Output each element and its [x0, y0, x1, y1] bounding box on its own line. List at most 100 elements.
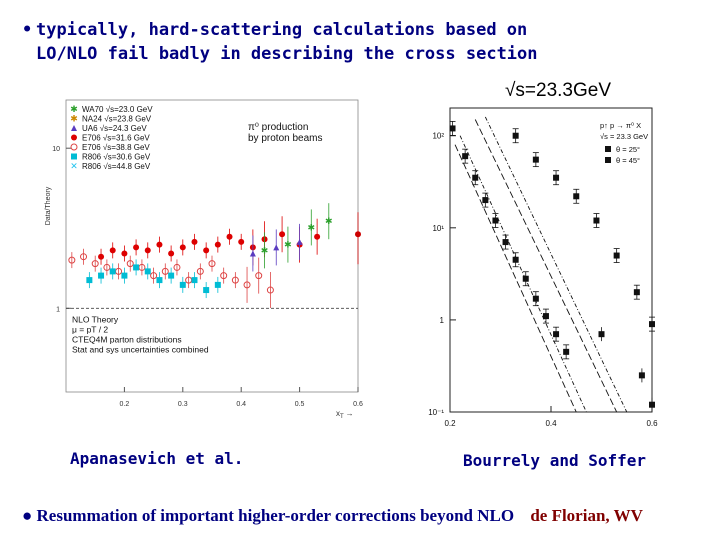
- left-data-point: [196, 267, 204, 275]
- right-legend-header: √s = 23.3 GeV: [600, 132, 648, 141]
- right-data-point: [563, 348, 570, 355]
- left-x-tick-label: 0.5: [295, 401, 305, 408]
- left-data-point: [203, 247, 210, 254]
- bottom-credit: de Florian, WV: [530, 506, 643, 525]
- right-x-tick-label: 0.2: [444, 419, 456, 428]
- right-y-tick-label: 10¹: [432, 224, 444, 233]
- right-data-point: [633, 289, 640, 296]
- right-theory-curve: [459, 135, 587, 413]
- left-data-point: [109, 247, 116, 254]
- bullet-dot: •: [22, 20, 33, 40]
- left-x-tick-label: 0.2: [120, 401, 130, 408]
- right-x-tick-label: 0.4: [545, 419, 557, 428]
- right-data-point: [598, 331, 605, 338]
- left-x-axis-sub: T: [340, 414, 344, 420]
- left-side-point: [355, 231, 361, 238]
- right-data-point: [532, 156, 539, 163]
- left-caption: Apanasevich et al.: [70, 449, 244, 468]
- right-y-tick-label: 10²: [432, 132, 444, 141]
- left-data-point: [191, 277, 198, 284]
- right-data-point: [649, 321, 655, 328]
- left-data-point: [126, 260, 134, 268]
- left-data-point: [133, 244, 140, 251]
- left-legend-marker: ✱: [70, 114, 78, 124]
- left-legend-entry: E706 √s=31.6 GeV: [82, 134, 150, 143]
- left-x-tick-label: 0.3: [178, 401, 188, 408]
- right-data-point: [502, 239, 509, 246]
- left-data-point: [314, 233, 321, 240]
- left-data-point: [98, 272, 105, 279]
- left-data-point: [156, 241, 163, 248]
- left-data-point: [91, 260, 99, 268]
- right-data-point: [573, 193, 580, 200]
- left-data-point: ✱: [284, 240, 292, 250]
- right-data-point: [512, 256, 519, 263]
- left-x-tick-label: 0.4: [236, 401, 246, 408]
- left-data-point: [144, 247, 151, 254]
- left-data-point: [273, 244, 280, 251]
- left-legend-entry: NA24 √s=23.8 GeV: [82, 115, 152, 124]
- left-data-point: [156, 277, 163, 284]
- left-note: CTEQ4M parton distributions: [72, 334, 182, 344]
- bullet-line-2: LO/NLO fail badly in describing the cros…: [36, 44, 538, 64]
- right-data-point: [449, 125, 456, 132]
- left-data-point: [80, 253, 88, 261]
- right-data-point: [462, 153, 469, 160]
- left-legend-marker: ✕: [70, 161, 78, 171]
- left-chart-data-over-theory: 0.2 0.3 0.4 0.5 0.6 1 10 Data/Theory xT → ✱ WA70 √s…: [45, 99, 363, 420]
- sqrt-s-label: √s=23.3GeV: [505, 80, 612, 101]
- right-data-point: [553, 331, 560, 338]
- right-y-tick-label: 1: [440, 316, 445, 325]
- left-x-axis-arrow: →: [346, 409, 354, 418]
- right-theory-curve: [474, 119, 618, 413]
- right-legend-entry: θ = 45°: [616, 156, 640, 165]
- bottom-bullet-line: ● Resummation of important higher-order …: [22, 506, 643, 526]
- right-data-point: [542, 313, 549, 320]
- right-x-axis-label: xT: [563, 433, 570, 434]
- left-data-point: [226, 233, 233, 240]
- right-theory-curve: [484, 116, 628, 413]
- bullet-line-1: typically, hard-scattering calculations …: [36, 20, 528, 40]
- left-legend-entry: R806 √s=30.6 GeV: [82, 153, 151, 162]
- left-data-point: [203, 287, 210, 294]
- left-legend-entry: WA70 √s=23.0 GeV: [82, 105, 153, 114]
- left-data-point: [168, 250, 175, 257]
- bottom-bullet-dot: ●: [22, 506, 33, 525]
- left-data-point: [173, 263, 181, 271]
- left-data-point: [133, 264, 140, 271]
- left-y-axis-label: Data/Theory: [45, 186, 52, 225]
- left-data-point: [68, 256, 76, 264]
- left-data-point: [121, 250, 128, 257]
- left-data-point: [255, 272, 263, 280]
- left-legend-entry: E706 √s=38.8 GeV: [82, 143, 150, 152]
- right-caption: Bourrely and Soffer: [463, 451, 647, 470]
- right-data-point: [613, 252, 620, 259]
- left-x-tick-label: 0.6: [353, 401, 363, 408]
- left-data-point: [109, 268, 116, 275]
- right-legend-marker: [605, 157, 611, 163]
- left-chart-title: π⁰ production: [248, 122, 308, 133]
- left-data-point: [179, 281, 186, 288]
- right-data-point: [522, 275, 529, 282]
- right-legend-marker: [605, 146, 611, 152]
- left-data-point: [161, 267, 169, 275]
- left-legend-marker: ✱: [70, 104, 78, 114]
- left-data-point: [86, 277, 93, 284]
- left-data-point: [296, 238, 303, 245]
- left-data-point: ✱: [308, 222, 316, 232]
- left-x-axis-label: xT →: [336, 409, 354, 420]
- right-data-point: [532, 295, 539, 302]
- right-data-point: [593, 217, 600, 224]
- left-legend-marker: [70, 143, 78, 151]
- left-data-point: [121, 272, 128, 279]
- right-data-point: [553, 174, 560, 181]
- left-legend-entry: R806 √s=44.8 GeV: [82, 162, 151, 171]
- left-data-point: [191, 238, 198, 245]
- left-data-point: [179, 244, 186, 251]
- right-data-point: [638, 372, 645, 379]
- left-legend-entry: UA6 √s=24.3 GeV: [82, 124, 147, 133]
- left-data-point: [168, 272, 175, 279]
- left-note: μ = pT / 2: [72, 324, 108, 334]
- left-y-tick-label: 10: [52, 146, 60, 153]
- left-data-point: [208, 260, 216, 268]
